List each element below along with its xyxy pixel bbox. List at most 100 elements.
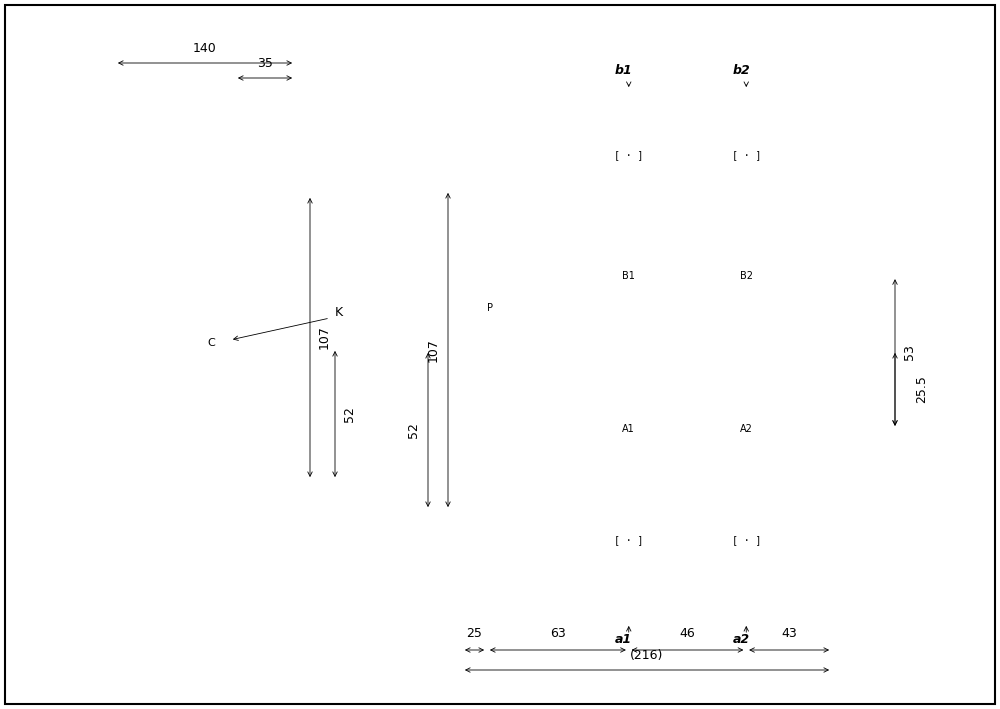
Text: b2: b2 — [732, 64, 750, 77]
Bar — [607, 88, 651, 130]
Bar — [55, 440, 63, 448]
Bar — [180, 532, 250, 582]
Circle shape — [786, 207, 796, 217]
Text: 52: 52 — [407, 422, 420, 438]
Text: 107: 107 — [318, 325, 331, 350]
Bar — [621, 490, 637, 505]
Bar — [578, 130, 680, 200]
Bar — [738, 200, 754, 215]
Bar — [255, 168, 273, 186]
Text: a1: a1 — [615, 633, 632, 646]
Bar — [617, 195, 641, 207]
Ellipse shape — [706, 393, 786, 464]
Circle shape — [696, 488, 706, 498]
Bar — [130, 409, 150, 431]
Bar — [588, 137, 670, 157]
Circle shape — [481, 361, 499, 379]
Circle shape — [829, 337, 865, 373]
Bar — [578, 505, 680, 575]
Text: [ · ]: [ · ] — [614, 150, 643, 160]
Text: 140: 140 — [193, 42, 217, 55]
Bar — [738, 490, 754, 505]
Bar — [588, 555, 670, 575]
Bar — [607, 575, 651, 617]
Text: [ · ]: [ · ] — [614, 535, 643, 545]
Ellipse shape — [716, 403, 776, 454]
Bar — [466, 566, 568, 588]
Circle shape — [582, 491, 586, 496]
Circle shape — [837, 345, 857, 365]
Ellipse shape — [706, 241, 786, 311]
Bar — [476, 588, 558, 606]
Bar — [724, 88, 768, 130]
Bar — [126, 405, 154, 435]
Text: a2: a2 — [733, 633, 750, 646]
Bar — [175, 138, 255, 195]
Circle shape — [788, 209, 794, 215]
Bar — [617, 493, 641, 505]
Circle shape — [186, 339, 204, 357]
Circle shape — [668, 207, 678, 217]
Text: (216): (216) — [630, 649, 664, 662]
Circle shape — [668, 488, 678, 498]
Circle shape — [728, 411, 764, 447]
Text: A1: A1 — [622, 424, 635, 434]
Bar — [118, 226, 162, 270]
Bar — [696, 130, 797, 200]
Bar — [118, 398, 162, 442]
Bar — [462, 508, 572, 613]
Bar — [255, 483, 273, 501]
Text: 43: 43 — [781, 627, 797, 640]
Bar — [468, 158, 518, 193]
Bar — [696, 505, 797, 575]
Text: 25: 25 — [467, 627, 482, 640]
Ellipse shape — [163, 326, 227, 370]
Bar — [180, 88, 250, 138]
Circle shape — [485, 365, 495, 375]
Bar — [470, 211, 516, 225]
Circle shape — [699, 491, 704, 496]
Ellipse shape — [589, 241, 669, 311]
Bar — [115, 195, 295, 480]
Bar — [126, 233, 154, 263]
Bar — [470, 516, 564, 536]
Circle shape — [788, 491, 794, 496]
Bar — [175, 475, 255, 532]
Circle shape — [671, 209, 676, 215]
Bar — [430, 240, 438, 248]
Circle shape — [472, 290, 508, 326]
Text: 63: 63 — [550, 627, 566, 640]
Circle shape — [696, 207, 706, 217]
Circle shape — [728, 258, 764, 294]
Text: 107: 107 — [427, 338, 440, 362]
Bar — [180, 532, 250, 582]
Bar — [476, 536, 558, 566]
Circle shape — [579, 207, 589, 217]
Text: B1: B1 — [622, 272, 635, 281]
Text: 46: 46 — [680, 627, 695, 640]
Text: b1: b1 — [615, 64, 633, 77]
Bar — [706, 555, 787, 575]
Ellipse shape — [175, 334, 215, 362]
Text: C: C — [207, 338, 215, 348]
Bar — [256, 171, 261, 176]
Text: 52: 52 — [343, 406, 356, 422]
Bar — [706, 137, 787, 157]
Bar — [621, 200, 637, 215]
Circle shape — [579, 488, 589, 498]
Ellipse shape — [716, 250, 776, 302]
Text: K: K — [335, 306, 343, 320]
Bar — [734, 195, 758, 207]
Text: 35: 35 — [257, 57, 273, 70]
Circle shape — [671, 491, 676, 496]
Bar — [130, 237, 150, 259]
Text: 53: 53 — [903, 345, 916, 360]
Bar — [55, 210, 115, 465]
Circle shape — [611, 258, 647, 294]
Circle shape — [821, 329, 873, 381]
Bar — [256, 485, 261, 490]
Bar — [724, 575, 768, 617]
Ellipse shape — [599, 250, 659, 302]
Bar — [430, 235, 462, 465]
Circle shape — [480, 298, 500, 318]
